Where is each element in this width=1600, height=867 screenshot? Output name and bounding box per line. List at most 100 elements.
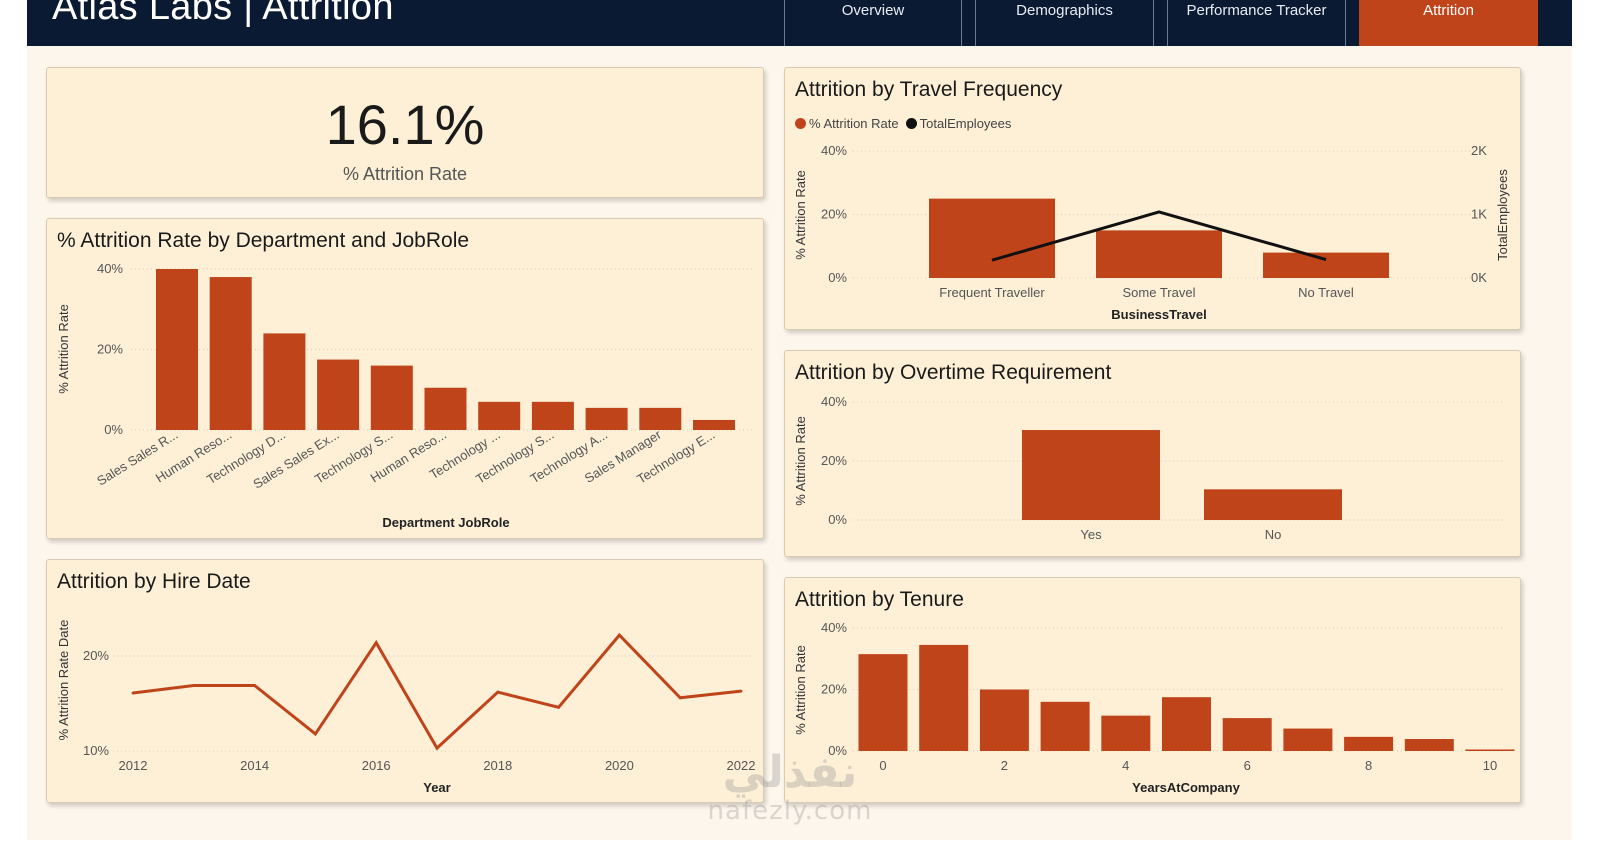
x-axis-title: Department JobRole bbox=[382, 515, 509, 530]
y-axis-title: % Attrition Rate Date bbox=[56, 620, 71, 741]
chart-title: Attrition by Hire Date bbox=[57, 570, 251, 593]
tenure-chart: 0% 20% 40% % Attrition Rate 0 2 4 6 8 10 YearsAtCo… bbox=[793, 620, 1515, 795]
legend-item[interactable]: % Attrition Rate bbox=[795, 116, 899, 131]
x-tick-label: 2018 bbox=[483, 758, 512, 773]
bar bbox=[209, 277, 252, 430]
x-axis-title: Year bbox=[423, 780, 450, 795]
y-tick-label: 40% bbox=[821, 394, 847, 409]
bar bbox=[317, 359, 360, 430]
watermark-latin: nafezly.com bbox=[707, 796, 873, 826]
bar bbox=[1404, 739, 1454, 751]
data-point bbox=[314, 732, 317, 736]
bar bbox=[1101, 715, 1151, 751]
data-point bbox=[739, 689, 743, 693]
tab-demographics[interactable]: Demographics bbox=[975, 0, 1154, 46]
bar bbox=[1222, 718, 1272, 751]
overtime-card[interactable]: Attrition by Overtime Requirement 0% 20% 4… bbox=[784, 350, 1521, 557]
x-tick-label: 4 bbox=[1122, 758, 1129, 773]
y-axis-title: % Attrition Rate bbox=[793, 416, 808, 506]
bar bbox=[858, 654, 908, 751]
y2-axis-title: TotalEmployees bbox=[1495, 169, 1510, 261]
y-tick-label: 0% bbox=[828, 743, 847, 758]
data-point bbox=[374, 641, 378, 645]
y2-tick-label: 2K bbox=[1471, 143, 1487, 158]
bar bbox=[1465, 749, 1515, 751]
bar bbox=[1204, 489, 1342, 520]
app-title: Atlas Labs | Attrition bbox=[52, 0, 394, 28]
kpi-card[interactable]: 16.1% % Attrition Rate bbox=[46, 67, 764, 198]
tab-label: Demographics bbox=[1016, 2, 1113, 19]
y-tick-label: 20% bbox=[821, 682, 847, 697]
y-axis-title: % Attrition Rate bbox=[793, 645, 808, 735]
bar bbox=[693, 419, 735, 430]
chart-legend: % Attrition Rate TotalEmployees bbox=[795, 116, 1018, 131]
hire-date-card[interactable]: Attrition by Hire Date 10% 20% % Attrition… bbox=[46, 559, 764, 803]
tab-performance-tracker[interactable]: Performance Tracker bbox=[1167, 0, 1346, 46]
y-tick-label: 20% bbox=[97, 342, 123, 357]
x-tick-label: 2012 bbox=[119, 758, 148, 773]
x-tick-label: 2 bbox=[1001, 758, 1008, 773]
y-tick-label: 20% bbox=[83, 648, 109, 663]
tab-overview[interactable]: Overview bbox=[784, 0, 962, 46]
series-line bbox=[991, 210, 1327, 262]
watermark: نفذلي nafezly.com bbox=[690, 747, 890, 827]
bar bbox=[156, 269, 198, 430]
bar bbox=[1162, 697, 1211, 751]
bar bbox=[1096, 230, 1222, 278]
overtime-chart: 0% 20% 40% % Attrition Rate Yes No bbox=[793, 394, 1505, 542]
data-point bbox=[496, 690, 500, 694]
x-tick-label: No bbox=[1265, 527, 1282, 542]
bar bbox=[1040, 701, 1090, 751]
y-tick-label: 10% bbox=[83, 743, 109, 758]
x-tick-label: Yes bbox=[1080, 527, 1102, 542]
x-tick-label: Frequent Traveller bbox=[939, 285, 1045, 300]
bar bbox=[1263, 252, 1389, 278]
chart-title: Attrition by Overtime Requirement bbox=[795, 361, 1112, 384]
x-tick-label: 2016 bbox=[362, 758, 391, 773]
bar bbox=[979, 689, 1029, 751]
tab-label: Attrition bbox=[1423, 2, 1474, 19]
tenure-card[interactable]: Attrition by Tenure 0% 20% 40% % Attrition … bbox=[784, 577, 1521, 803]
data-point bbox=[618, 633, 621, 637]
data-point bbox=[435, 746, 439, 750]
x-tick-label: 2022 bbox=[727, 758, 756, 773]
y-axis-title: % Attrition Rate bbox=[793, 170, 808, 260]
data-point bbox=[192, 684, 196, 687]
y-tick-label: 40% bbox=[821, 620, 847, 635]
y-tick-label: 0% bbox=[828, 270, 847, 285]
x-tick-label: 8 bbox=[1365, 758, 1372, 773]
legend-item[interactable]: TotalEmployees bbox=[905, 116, 1012, 131]
travel-card[interactable]: Attrition by Travel Frequency % Attritio… bbox=[784, 67, 1521, 330]
bar bbox=[478, 401, 521, 430]
tab-label: Overview bbox=[841, 2, 905, 19]
bar bbox=[263, 333, 306, 430]
x-tick-label: 10 bbox=[1483, 758, 1497, 773]
data-point bbox=[253, 684, 256, 687]
x-tick-label: Some Travel bbox=[1123, 285, 1196, 300]
bar bbox=[1283, 728, 1333, 751]
bar bbox=[424, 387, 467, 430]
y-tick-label: 0% bbox=[828, 512, 847, 527]
x-tick-label: 2020 bbox=[605, 758, 634, 773]
series-line bbox=[132, 632, 742, 751]
kpi-label: % Attrition Rate bbox=[342, 164, 468, 184]
legend-label: TotalEmployees bbox=[919, 116, 1012, 131]
x-axis-title: BusinessTravel bbox=[1111, 307, 1206, 322]
bar bbox=[1344, 736, 1394, 751]
dept-jobrole-card[interactable]: % Attrition Rate by Department and JobRo… bbox=[46, 218, 764, 539]
y2-tick-label: 1K bbox=[1471, 207, 1487, 222]
chart-title: Attrition by Travel Frequency bbox=[795, 78, 1063, 101]
x-tick-label: 0 bbox=[879, 758, 886, 773]
data-point bbox=[131, 691, 135, 695]
watermark-arabic: نفذلي bbox=[722, 747, 858, 798]
chart-title: % Attrition Rate by Department and JobRo… bbox=[57, 229, 470, 252]
y-tick-label: 40% bbox=[97, 261, 123, 276]
x-tick-label: 6 bbox=[1244, 758, 1251, 773]
data-point bbox=[557, 705, 560, 709]
bar bbox=[531, 401, 574, 430]
y-tick-label: 20% bbox=[821, 207, 847, 222]
tab-attrition[interactable]: Attrition bbox=[1359, 0, 1538, 46]
chart-title: Attrition by Tenure bbox=[795, 588, 964, 611]
legend-label: % Attrition Rate bbox=[809, 116, 899, 131]
